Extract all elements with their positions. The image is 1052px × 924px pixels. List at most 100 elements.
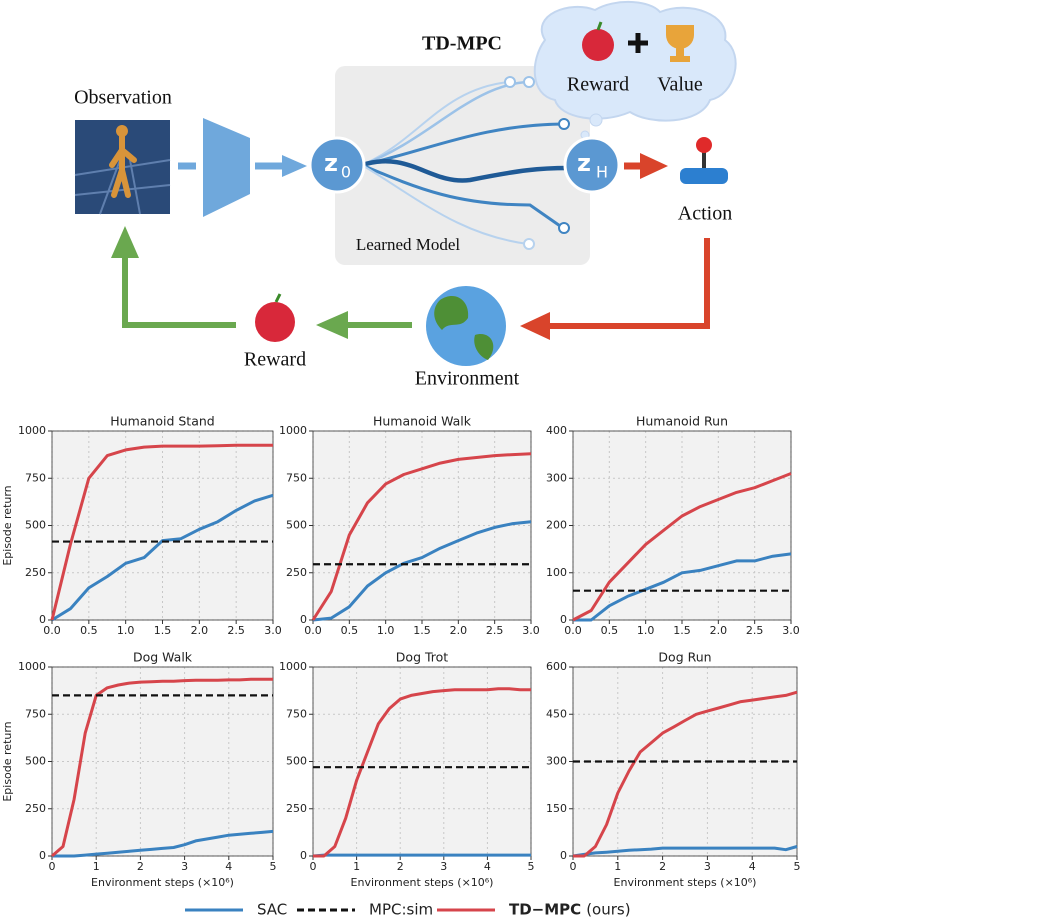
x-tick-label: 0.0: [43, 624, 61, 637]
y-tick-label: 500: [25, 519, 46, 532]
y-tick-label: 150: [546, 802, 567, 815]
x-tick-label: 2: [397, 860, 404, 873]
diagram-title: TD-MPC: [422, 33, 502, 55]
y-tick-label: 1000: [18, 424, 46, 437]
joystick-icon: [680, 168, 728, 184]
action-label: Action: [678, 203, 732, 225]
x-tick-label: 0.5: [341, 624, 359, 637]
x-tick-label: 2.0: [450, 624, 468, 637]
y-tick-label: 250: [286, 802, 307, 815]
y-tick-label: 750: [286, 471, 307, 484]
y-tick-label: 500: [286, 755, 307, 768]
chart-title: Dog Walk: [133, 650, 193, 665]
y-tick-label: 500: [25, 755, 46, 768]
x-tick-label: 3.0: [522, 624, 540, 637]
chart-title: Humanoid Walk: [373, 414, 472, 429]
chart-title: Dog Trot: [396, 650, 448, 665]
joystick-ball: [696, 137, 712, 153]
series-line: [52, 829, 274, 858]
observation-label: Observation: [74, 87, 172, 109]
encoder: [203, 118, 250, 217]
cloud-value: Value: [657, 74, 703, 96]
x-tick-label: 1: [93, 860, 100, 873]
legend: SAC MPC:sim TD−MPC (ours): [185, 901, 631, 919]
y-tick-label: 450: [546, 707, 567, 720]
x-tick-label: 2.5: [746, 624, 764, 637]
y-tick-label: 300: [546, 755, 567, 768]
x-tick-label: 1.5: [673, 624, 691, 637]
x-tick-label: 5: [794, 860, 801, 873]
series-line: [572, 845, 798, 858]
plot-frame: [312, 430, 532, 621]
x-tick-label: 2.5: [486, 624, 504, 637]
series-line: [312, 853, 531, 858]
series-line: [51, 677, 273, 858]
x-tick-label: 5: [270, 860, 277, 873]
cloud: [533, 0, 737, 122]
y-axis-label: Episode return: [1, 485, 14, 565]
trajectories: [359, 76, 571, 250]
y-tick-label: 0: [300, 849, 307, 862]
series-line: [573, 552, 792, 622]
globe-land: [434, 296, 494, 360]
arrow-head: [316, 311, 348, 339]
cloud-reward: Reward: [567, 74, 629, 96]
environment-label: Environment: [415, 368, 520, 390]
cloud-dot: [589, 113, 603, 127]
y-tick-label: 750: [286, 707, 307, 720]
y-tick-label: 400: [546, 424, 567, 437]
x-tick-label: 1.0: [637, 624, 655, 637]
x-tick-label: 4: [749, 860, 756, 873]
apple-stem: [596, 21, 603, 31]
y-tick-label: 0: [560, 849, 567, 862]
model-box: [335, 66, 590, 265]
y-tick-label: 0: [39, 849, 46, 862]
series-line: [572, 472, 792, 622]
apple-icon: [582, 29, 614, 61]
y-tick-label: 750: [25, 471, 46, 484]
legend-note: (ours): [586, 901, 630, 919]
arrow-head: [520, 312, 550, 340]
latent-node: [563, 136, 621, 194]
x-tick-label: 0.0: [304, 624, 322, 637]
x-tick-label: 1: [353, 860, 360, 873]
x-tick-label: 1.5: [413, 624, 431, 637]
x-tick-label: 3.0: [264, 624, 282, 637]
x-tick-label: 3: [440, 860, 447, 873]
x-axis-label: Environment steps (×10⁶): [614, 876, 757, 889]
x-tick-label: 0: [310, 860, 317, 873]
y-tick-label: 200: [546, 519, 567, 532]
y-tick-label: 250: [25, 566, 46, 579]
x-tick-label: 3: [181, 860, 188, 873]
x-tick-label: 2.0: [191, 624, 209, 637]
reward-label: Reward: [244, 349, 306, 371]
arrow: [122, 255, 236, 328]
y-tick-label: 500: [286, 519, 307, 532]
latent-node: [308, 136, 366, 194]
x-tick-label: 1: [614, 860, 621, 873]
x-tick-label: 3: [704, 860, 711, 873]
y-tick-label: 100: [546, 566, 567, 579]
y-tick-label: 1000: [279, 424, 307, 437]
x-tick-label: 0.5: [601, 624, 619, 637]
apple-icon: [255, 302, 295, 342]
x-tick-label: 4: [484, 860, 491, 873]
x-tick-label: 2: [659, 860, 666, 873]
series-line: [311, 452, 532, 621]
y-tick-label: 0: [560, 613, 567, 626]
arrow-head: [111, 226, 139, 258]
x-tick-label: 2.0: [710, 624, 728, 637]
y-tick-label: 1000: [279, 660, 307, 673]
trophy-icon: [666, 25, 694, 62]
arrow-head: [282, 155, 307, 177]
latent-sub: H: [596, 163, 608, 182]
globe-icon: [426, 286, 506, 366]
x-tick-label: 4: [225, 860, 232, 873]
x-tick-label: 2.5: [227, 624, 245, 637]
x-tick-label: 1.5: [154, 624, 172, 637]
series-line: [50, 443, 273, 621]
y-tick-label: 1000: [18, 660, 46, 673]
arrow-head: [640, 153, 668, 179]
